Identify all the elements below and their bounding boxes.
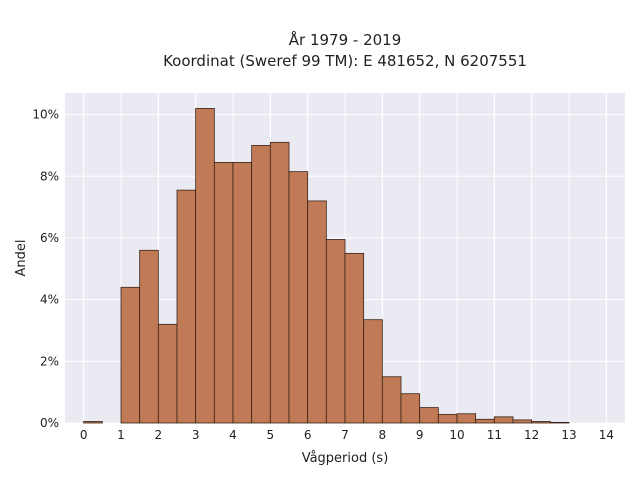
- histogram-bar: [139, 249, 159, 424]
- x-tick-label: 0: [80, 428, 88, 442]
- y-tick-label: 0%: [40, 416, 59, 430]
- histogram-bar: [512, 419, 533, 424]
- histogram-bar: [195, 108, 215, 424]
- histogram-bar: [288, 171, 309, 424]
- histogram-bar: [531, 421, 551, 424]
- x-tick-label: 11: [487, 428, 502, 442]
- y-tick-label: 10%: [32, 108, 59, 122]
- x-tick-label: 13: [561, 428, 576, 442]
- chart-title-line-1: År 1979 - 2019: [289, 30, 402, 49]
- histogram-bar: [157, 323, 178, 424]
- histogram-bar: [344, 252, 365, 424]
- histogram-bar: [176, 189, 197, 424]
- histogram-bar: [213, 161, 234, 424]
- histogram-bar: [325, 239, 346, 424]
- histogram-bar: [475, 418, 495, 424]
- x-tick-label: 10: [449, 428, 464, 442]
- histogram-bar: [269, 141, 290, 424]
- bars: [83, 108, 570, 424]
- histogram-bar: [400, 393, 421, 424]
- x-tick-label: 2: [155, 428, 163, 442]
- y-tick-label: 4%: [40, 293, 59, 307]
- grid-lines: [65, 93, 625, 424]
- histogram-bar: [307, 200, 327, 424]
- y-tick-label: 6%: [40, 231, 59, 245]
- x-tick-label: 8: [379, 428, 387, 442]
- histogram-bar: [419, 407, 439, 424]
- x-tick-label: 3: [192, 428, 200, 442]
- histogram-bar: [120, 286, 141, 424]
- x-tick-label: 14: [599, 428, 614, 442]
- x-tick-label: 1: [117, 428, 125, 442]
- chart-title-line-2: Koordinat (Sweref 99 TM): E 481652, N 62…: [163, 52, 527, 70]
- histogram-bar: [251, 145, 271, 424]
- x-tick-label: 7: [341, 428, 349, 442]
- histogram-bar: [232, 161, 253, 424]
- histogram-bar: [83, 421, 103, 424]
- histogram-bar: [493, 416, 514, 424]
- x-axis-ticks: 0 1 2 3 4 5 6 7 8 9 10 11 12 13 14: [80, 428, 614, 442]
- x-tick-label: 12: [524, 428, 539, 442]
- histogram-bar: [363, 319, 383, 424]
- y-axis-label: Andel: [14, 240, 29, 277]
- x-tick-label: 9: [416, 428, 424, 442]
- x-tick-label: 4: [229, 428, 237, 442]
- histogram-bar: [437, 413, 458, 424]
- x-tick-label: 5: [267, 428, 275, 442]
- y-axis-ticks: 0% 2% 4% 6% 8% 10%: [32, 108, 59, 430]
- histogram-bar: [549, 421, 570, 424]
- histogram-bar: [456, 413, 477, 424]
- x-tick-label: 6: [304, 428, 312, 442]
- y-tick-label: 8%: [40, 169, 59, 183]
- x-axis-label: Vågperiod (s): [302, 451, 389, 466]
- histogram-bar: [381, 376, 402, 424]
- y-tick-label: 2%: [40, 354, 59, 368]
